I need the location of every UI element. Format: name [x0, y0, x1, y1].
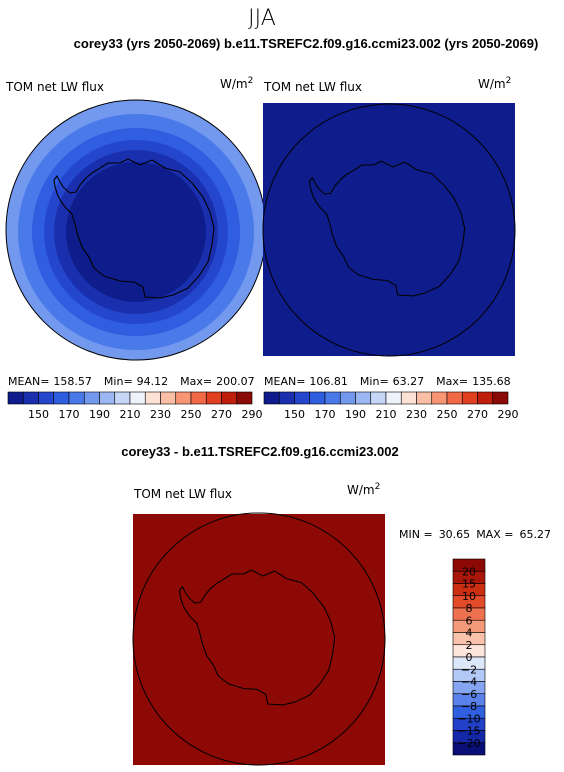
- colorbar-box: [114, 391, 131, 405]
- panel-c-stats: MIN = 30.65 MAX = 65.27: [399, 528, 551, 541]
- panel-c-field: [133, 514, 385, 765]
- colorbar-box: [385, 391, 402, 405]
- colorbar-box: [99, 391, 116, 405]
- colorbar-box: [53, 391, 70, 405]
- panel-a-field: [6, 100, 266, 360]
- colorbar-box: [431, 391, 448, 405]
- panel-c: TOM net LW flux W/m2 MIN = 30.65 MAX = 65.2…: [132, 482, 551, 766]
- panel-b: TOM net LW flux W/m2 MEAN= 106.81 Min= 63.2…: [262, 76, 519, 421]
- colorbar-box: [221, 391, 238, 405]
- colorbar-box: [477, 391, 494, 405]
- panel-b-stats: MEAN= 106.81 Min= 63.27 Max= 135.68: [264, 375, 511, 388]
- panel-a-colorbar: 150 170 190 210 230 250 270 290: [7, 391, 263, 421]
- panel-c-boundary: [132, 512, 386, 766]
- colorbar-tick-label: 150: [284, 408, 305, 421]
- colorbar-box: [190, 391, 207, 405]
- colorbar-box: [278, 391, 295, 405]
- colorbar-tick-label: 8: [466, 602, 473, 615]
- colorbar-tick-label: 15: [462, 578, 476, 591]
- colorbar-tick-label: 6: [466, 614, 473, 627]
- colorbar-box: [236, 391, 253, 405]
- colorbar-tick-label: −4: [461, 676, 477, 689]
- season-title: JJA: [248, 6, 276, 31]
- colorbar-box: [83, 391, 100, 405]
- panel-b-title: TOM net LW flux: [263, 80, 362, 94]
- colorbar-tick-label: 270: [211, 408, 232, 421]
- colorbar-box: [263, 391, 280, 405]
- colorbar-box: [324, 391, 341, 405]
- colorbar-tick-label: 150: [28, 408, 49, 421]
- comparison-title: corey33 (yrs 2050-2069) b.e11.TSREFC2.f0…: [74, 36, 539, 51]
- panel-a-band: [66, 162, 206, 302]
- colorbar-tick-label: 230: [406, 408, 427, 421]
- colorbar-tick-label: 210: [376, 408, 397, 421]
- difference-title: corey33 - b.e11.TSREFC2.f09.g16.ccmi23.0…: [121, 444, 399, 459]
- colorbar-tick-label: 190: [89, 408, 110, 421]
- colorbar-box: [175, 391, 192, 405]
- colorbar-box: [38, 391, 55, 405]
- colorbar-tick-label: 190: [345, 408, 366, 421]
- colorbar-tick-label: 230: [150, 408, 171, 421]
- colorbar-tick-label: 170: [59, 408, 80, 421]
- panel-b-units: W/m2: [478, 76, 511, 91]
- colorbar-box: [129, 391, 146, 405]
- colorbar-box: [452, 742, 486, 756]
- panel-b-field: [263, 103, 515, 356]
- panel-a-title: TOM net LW flux: [5, 80, 104, 94]
- colorbar-tick-label: 290: [242, 408, 263, 421]
- colorbar-tick-label: 210: [120, 408, 141, 421]
- colorbar-tick-label: 290: [498, 408, 519, 421]
- colorbar-tick-label: −10: [457, 712, 480, 725]
- colorbar-box: [22, 391, 39, 405]
- colorbar-tick-label: −2: [461, 663, 477, 676]
- colorbar-tick-label: −8: [461, 700, 477, 713]
- panel-b-colorbar: 150 170 190 210 230 250 270 290: [263, 391, 519, 421]
- colorbar-tick-label: 10: [462, 590, 476, 603]
- colorbar-tick-label: 170: [315, 408, 336, 421]
- panel-a-units: W/m2: [220, 76, 253, 91]
- colorbar-tick-label: −15: [457, 725, 480, 738]
- colorbar-box: [205, 391, 222, 405]
- panel-a-stats: MEAN= 158.57 Min= 94.12 Max= 200.07: [8, 375, 255, 388]
- colorbar-box: [370, 391, 387, 405]
- colorbar-tick-label: −6: [461, 688, 477, 701]
- panel-a: TOM net LW flux W/m2 MEAN= 158.57 Min= 94.1…: [5, 76, 267, 421]
- colorbar-box: [416, 391, 433, 405]
- panel-c-units: W/m2: [347, 482, 380, 497]
- colorbar-box: [492, 391, 509, 405]
- colorbar-box: [7, 391, 24, 405]
- colorbar-tick-label: 20: [462, 565, 476, 578]
- colorbar-tick-label: 0: [466, 651, 473, 664]
- panel-c-title: TOM net LW flux: [133, 487, 232, 501]
- colorbar-tick-label: 270: [467, 408, 488, 421]
- colorbar-box: [68, 391, 85, 405]
- colorbar-box: [400, 391, 417, 405]
- colorbar-box: [355, 391, 372, 405]
- colorbar-box: [461, 391, 478, 405]
- colorbar-tick-label: 250: [437, 408, 458, 421]
- colorbar-tick-label: 250: [181, 408, 202, 421]
- colorbar-box: [446, 391, 463, 405]
- colorbar-tick-label: 2: [466, 639, 473, 652]
- colorbar-box: [339, 391, 356, 405]
- colorbar-tick-label: −20: [457, 737, 480, 750]
- colorbar-box: [160, 391, 177, 405]
- colorbar-tick-label: 4: [466, 627, 473, 640]
- colorbar-box: [144, 391, 161, 405]
- panel-b-boundary: [262, 103, 516, 357]
- colorbar-box: [294, 391, 311, 405]
- colorbar-box: [309, 391, 326, 405]
